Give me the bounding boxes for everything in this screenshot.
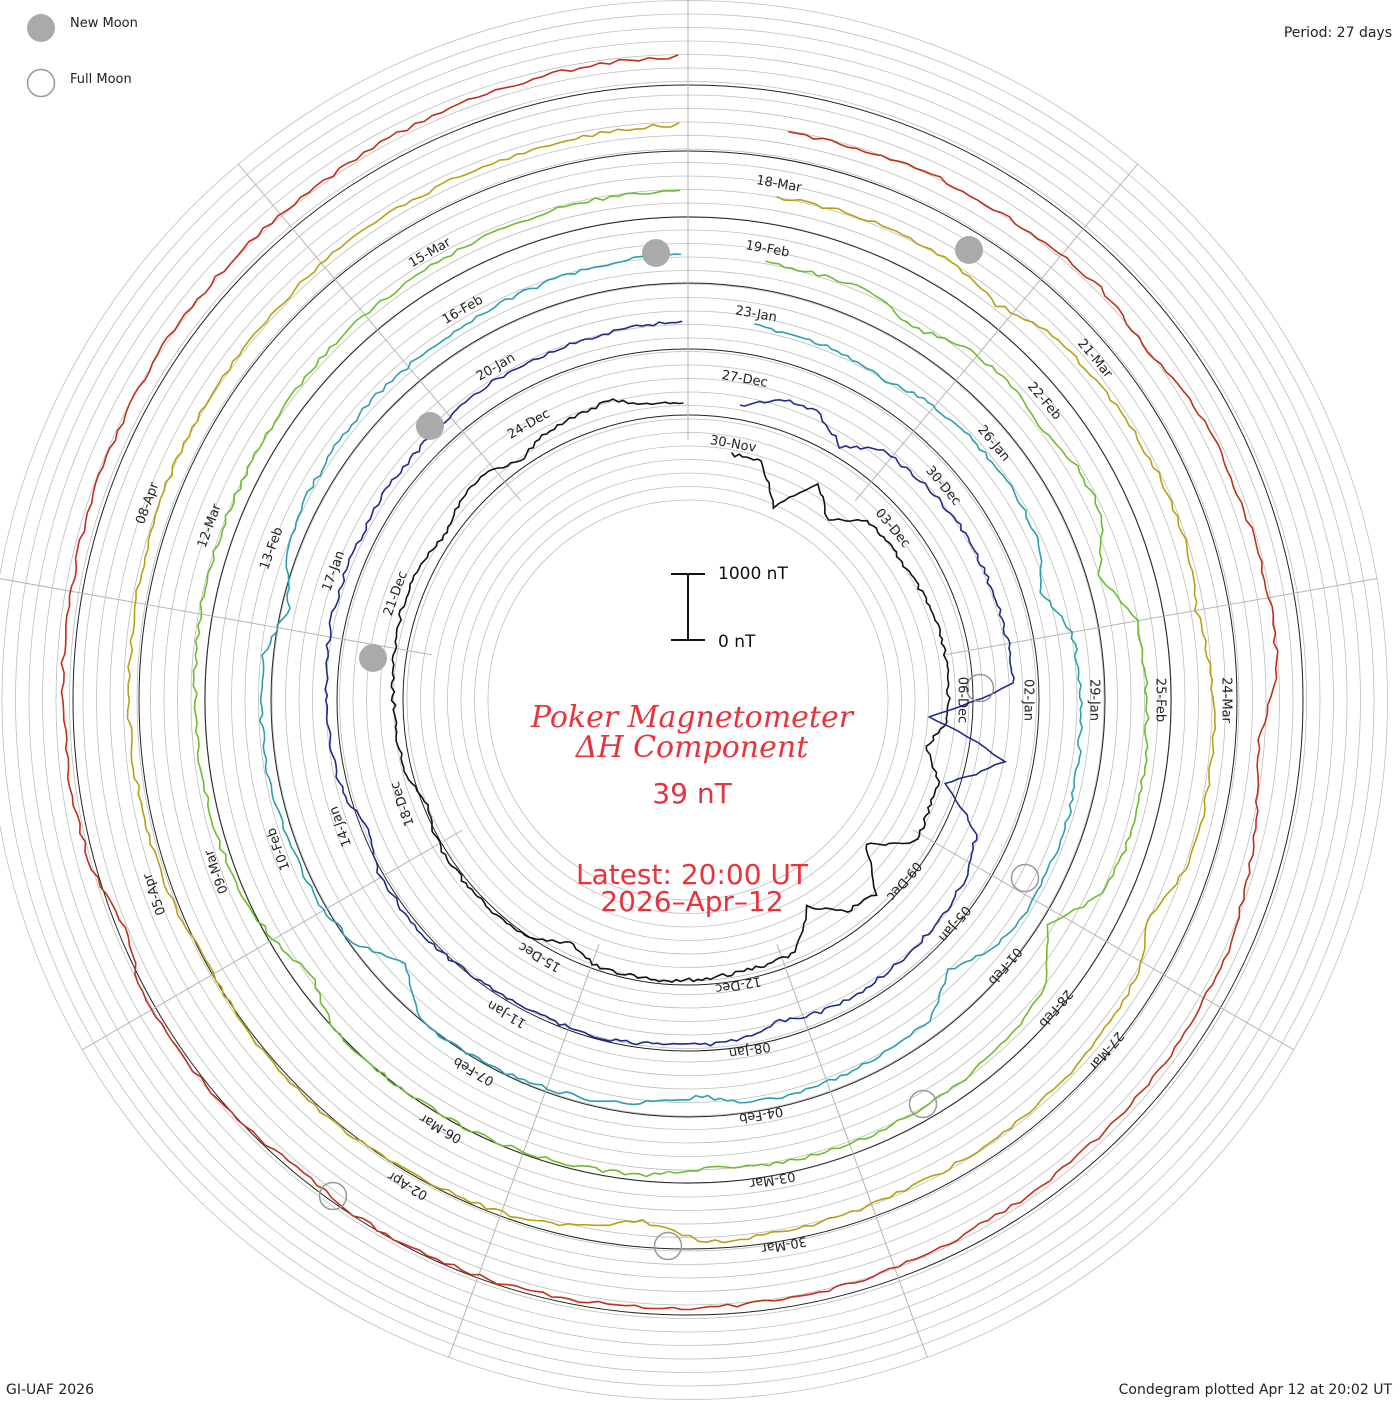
new-moon-marker: [359, 644, 387, 672]
new-moon-marker: [416, 412, 444, 440]
date-label: 03-Mar: [748, 1168, 796, 1191]
new-moon-icon: [27, 14, 55, 42]
spoke-line: [854, 163, 1139, 502]
date-label: 21-Mar: [1074, 336, 1115, 381]
date-label: 24-Dec: [505, 406, 553, 442]
legend: New Moon Full Moon: [26, 14, 138, 98]
date-label: 11-Jan: [485, 997, 529, 1031]
footer-left: GI-UAF 2026: [6, 1382, 94, 1398]
full-moon-marker: [908, 1089, 938, 1119]
date-label: 02-Jan: [1021, 679, 1036, 721]
trace-period-2: [324, 320, 1015, 1047]
grid-ring: [487, 499, 889, 901]
date-label: 19-Feb: [744, 238, 790, 260]
scale-top-label: 1000 nT: [718, 564, 788, 584]
moon-markers: [318, 236, 1040, 1261]
full-moon-icon: [26, 68, 56, 98]
trace-period-6: [60, 54, 1279, 1311]
full-moon-marker: [965, 673, 995, 703]
chart-subtitle: ΔH Component: [575, 730, 809, 765]
scale-bar: 1000 nT 0 nT: [671, 564, 788, 652]
latest-date: 2026–Apr–12: [600, 885, 783, 918]
trace-period-4: [192, 189, 1150, 1178]
trace-period-1: [390, 398, 951, 983]
full-moon-label: Full Moon: [70, 72, 132, 87]
date-label: 29-Jan: [1087, 679, 1102, 721]
date-label: 23-Jan: [734, 303, 778, 325]
grid-ring: [460, 472, 916, 928]
grid-ring: [474, 486, 902, 914]
data-traces: [60, 54, 1279, 1311]
spoke-line: [0, 578, 433, 656]
date-label: 05-Apr: [140, 871, 169, 918]
full-moon-marker: [318, 1181, 348, 1211]
date-label: 08-Jan: [728, 1038, 772, 1060]
date-label: 02-Apr: [385, 1167, 431, 1202]
date-label: 24-Mar: [1219, 677, 1234, 723]
spoke-line: [448, 944, 600, 1358]
new-moon-marker: [642, 239, 670, 267]
date-label: 04-Feb: [738, 1103, 784, 1125]
spoke-line: [776, 944, 928, 1358]
spoke-line: [943, 577, 1378, 656]
date-label: 09-Dec: [883, 858, 924, 903]
spoke-line: [912, 829, 1295, 1051]
grid-ring: [447, 459, 929, 941]
date-label: 09-Mar: [202, 847, 232, 896]
new-moon-label: New Moon: [70, 16, 138, 31]
date-label: 22-Feb: [1024, 379, 1064, 423]
scale-bottom-label: 0 nT: [718, 632, 756, 652]
date-label: 12-Mar: [195, 501, 225, 550]
current-value: 39 nT: [652, 777, 732, 810]
date-label: 16-Feb: [440, 293, 486, 328]
date-label: 07-Feb: [451, 1053, 497, 1088]
date-label: 13-Feb: [257, 525, 286, 572]
date-label: 30-Nov: [709, 433, 758, 456]
date-label: 25-Feb: [1153, 678, 1168, 722]
date-label: 05-Jan: [935, 902, 973, 944]
date-label: 18-Mar: [755, 173, 803, 196]
date-label: 03-Dec: [872, 506, 913, 551]
date-label: 21-Dec: [381, 569, 411, 618]
chart-title: Poker Magnetometer: [530, 700, 855, 735]
footer-right: Condegram plotted Apr 12 at 20:02 UT: [1119, 1382, 1393, 1398]
date-label: 06-Dec: [955, 677, 970, 723]
latest-time: Latest: 20:00 UT: [576, 858, 809, 891]
spoke-line: [237, 163, 522, 502]
trace-period-5: [126, 122, 1217, 1244]
new-moon-marker: [955, 236, 983, 264]
period-text: Period: 27 days: [1284, 25, 1392, 41]
date-label: 27-Dec: [720, 368, 768, 391]
grid-ring: [433, 445, 943, 955]
date-label: 18-Dec: [388, 779, 418, 828]
trace-period-3: [258, 253, 1084, 1106]
date-label: 14-Jan: [327, 804, 355, 849]
date-label: 30-Mar: [760, 1233, 808, 1256]
date-label: 10-Feb: [264, 826, 293, 873]
full-moon-marker: [1010, 863, 1040, 893]
full-moon-marker: [653, 1231, 683, 1261]
date-label: 08-Apr: [133, 480, 162, 527]
